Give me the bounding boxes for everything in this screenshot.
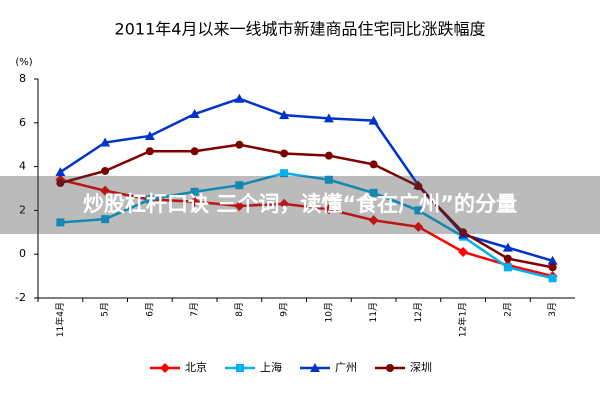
y-tick-label: 0 bbox=[19, 247, 26, 260]
data-point bbox=[548, 263, 557, 272]
data-point bbox=[503, 254, 512, 263]
series-line bbox=[60, 143, 553, 269]
data-point bbox=[414, 206, 423, 215]
x-tick-label: 2月 bbox=[502, 302, 513, 317]
data-point bbox=[280, 149, 289, 158]
x-tick-label: 12年1月 bbox=[457, 302, 469, 337]
data-point bbox=[413, 221, 424, 232]
data-point bbox=[323, 204, 334, 215]
data-point bbox=[56, 218, 65, 227]
x-tick-label: 7月 bbox=[189, 302, 200, 317]
data-point bbox=[145, 147, 154, 156]
data-point bbox=[100, 137, 111, 147]
legend-label: 广州 bbox=[335, 361, 357, 374]
data-point bbox=[458, 247, 469, 258]
data-point bbox=[234, 93, 245, 103]
data-point bbox=[144, 130, 155, 140]
x-tick-label: 8月 bbox=[234, 302, 245, 317]
data-point bbox=[55, 167, 66, 177]
data-point bbox=[190, 187, 199, 196]
y-axis-label: (%) bbox=[15, 57, 32, 68]
data-point bbox=[459, 228, 468, 237]
data-point bbox=[234, 201, 245, 212]
data-point bbox=[280, 169, 289, 178]
legend-label: 北京 bbox=[185, 360, 207, 374]
data-point bbox=[279, 110, 290, 120]
data-point bbox=[369, 160, 378, 169]
data-point bbox=[145, 195, 154, 204]
data-point bbox=[101, 166, 110, 175]
x-tick-label: 11年4月 bbox=[54, 302, 66, 337]
series-line bbox=[60, 178, 553, 278]
data-point bbox=[100, 185, 111, 196]
y-tick-label: 6 bbox=[19, 116, 26, 129]
data-point bbox=[368, 215, 379, 226]
data-point bbox=[414, 182, 423, 191]
legend-marker bbox=[160, 363, 170, 373]
y-tick-label: 2 bbox=[19, 203, 26, 216]
y-tick-label: 8 bbox=[19, 72, 26, 85]
data-point bbox=[101, 215, 110, 224]
banner-text: 炒股杠杆口诀 三个词，读懂“食在广州”的分量 bbox=[83, 192, 517, 216]
data-point bbox=[368, 115, 379, 125]
legend-label: 上海 bbox=[260, 360, 282, 374]
x-tick-label: 9月 bbox=[279, 302, 290, 317]
data-point bbox=[324, 151, 333, 160]
chart-title: 2011年4月以来一线城市新建商品住宅同比涨跌幅度 bbox=[115, 20, 486, 39]
data-point bbox=[547, 255, 558, 265]
x-tick-label: 3月 bbox=[547, 302, 558, 317]
data-point bbox=[190, 147, 199, 156]
data-point bbox=[503, 263, 512, 272]
data-point bbox=[502, 242, 513, 252]
x-tick-label: 11月 bbox=[368, 302, 379, 322]
banner bbox=[0, 176, 600, 234]
legend-marker bbox=[386, 364, 394, 372]
data-point bbox=[279, 198, 290, 209]
x-tick-label: 5月 bbox=[100, 302, 111, 317]
data-point bbox=[369, 188, 378, 197]
legend-marker bbox=[236, 364, 244, 372]
data-point bbox=[324, 175, 333, 184]
x-tick-label: 10月 bbox=[323, 302, 334, 322]
data-point bbox=[235, 140, 244, 149]
legend-label: 深圳 bbox=[410, 361, 432, 374]
y-tick-label: 4 bbox=[19, 160, 26, 173]
x-tick-label: 6月 bbox=[144, 302, 155, 317]
data-point bbox=[235, 181, 244, 190]
data-point bbox=[56, 179, 65, 188]
data-point bbox=[323, 113, 334, 123]
legend-marker bbox=[310, 363, 320, 372]
y-tick-label: -2 bbox=[15, 291, 26, 304]
data-point bbox=[189, 109, 200, 119]
series-line bbox=[60, 171, 553, 280]
data-point bbox=[189, 196, 200, 207]
data-point bbox=[548, 274, 557, 283]
x-tick-label: 12月 bbox=[413, 302, 424, 322]
